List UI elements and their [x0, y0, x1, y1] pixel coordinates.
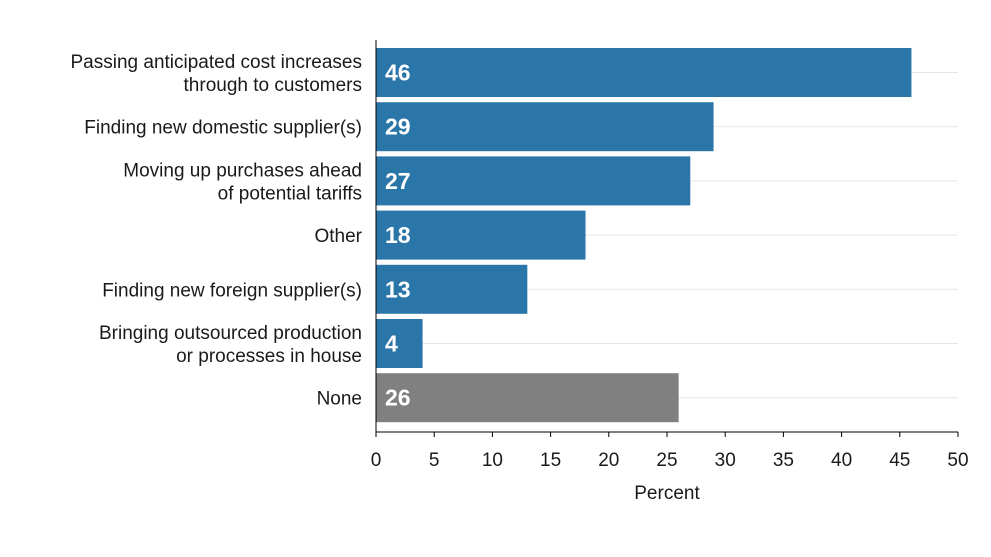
value-labels: 46 29 27 18 13 4 26: [385, 60, 411, 411]
bar: [376, 210, 586, 260]
bar: [376, 319, 423, 368]
category-label: Finding new foreign supplier(s): [102, 280, 362, 301]
bar: [376, 48, 912, 97]
bar: [376, 264, 528, 314]
x-tick-label: 50: [947, 450, 968, 471]
x-tick-label: 45: [889, 450, 910, 471]
category-label: Bringing outsourced production or process…: [99, 323, 362, 367]
category-label: Finding new domestic supplier(s): [84, 118, 362, 139]
x-tick-label: 35: [773, 450, 794, 471]
x-tick-label: 10: [482, 450, 503, 471]
x-axis-title: Percent: [634, 483, 700, 504]
x-tick-label: 15: [540, 450, 561, 471]
x-tick-label: 25: [656, 450, 677, 471]
category-labels: Passing anticipated cost increases throug…: [71, 52, 363, 410]
x-tick-label: 20: [598, 450, 619, 471]
value-label: 29: [385, 114, 411, 140]
bar: [376, 102, 714, 152]
value-label: 4: [385, 331, 398, 357]
value-label: 27: [385, 168, 411, 194]
bar: [376, 156, 691, 206]
x-tick-label: 40: [831, 450, 852, 471]
value-label: 26: [385, 385, 411, 411]
value-label: 13: [385, 276, 411, 302]
category-label: None: [317, 389, 362, 410]
category-label: Moving up purchases ahead of potential ta…: [123, 160, 362, 204]
bar: [376, 373, 679, 423]
category-label: Passing anticipated cost increases throug…: [71, 52, 363, 96]
x-tick-label: 0: [371, 450, 382, 471]
bars: [376, 48, 912, 423]
category-label: Other: [314, 226, 362, 247]
x-tick-labels: 0 5 10 15 20 25 30 35 40 45 50: [371, 432, 969, 471]
x-tick-label: 30: [715, 450, 736, 471]
value-label: 46: [385, 60, 411, 86]
value-label: 18: [385, 222, 411, 248]
x-tick-label: 5: [429, 450, 440, 471]
